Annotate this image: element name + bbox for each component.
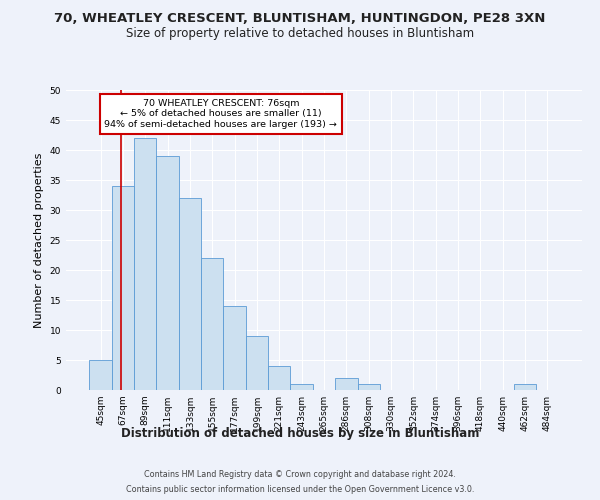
- Bar: [157, 156, 179, 390]
- Bar: [514, 384, 536, 390]
- Bar: [179, 198, 201, 390]
- Bar: [290, 384, 313, 390]
- Bar: [335, 378, 358, 390]
- Bar: [112, 186, 134, 390]
- Text: Distribution of detached houses by size in Bluntisham: Distribution of detached houses by size …: [121, 428, 479, 440]
- Bar: [134, 138, 157, 390]
- Text: 70, WHEATLEY CRESCENT, BLUNTISHAM, HUNTINGDON, PE28 3XN: 70, WHEATLEY CRESCENT, BLUNTISHAM, HUNTI…: [55, 12, 545, 26]
- Bar: [358, 384, 380, 390]
- Text: Contains public sector information licensed under the Open Government Licence v3: Contains public sector information licen…: [126, 485, 474, 494]
- Text: Contains HM Land Registry data © Crown copyright and database right 2024.: Contains HM Land Registry data © Crown c…: [144, 470, 456, 479]
- Bar: [201, 258, 223, 390]
- Bar: [223, 306, 246, 390]
- Text: Size of property relative to detached houses in Bluntisham: Size of property relative to detached ho…: [126, 28, 474, 40]
- Bar: [89, 360, 112, 390]
- Y-axis label: Number of detached properties: Number of detached properties: [34, 152, 44, 328]
- Text: 70 WHEATLEY CRESCENT: 76sqm
← 5% of detached houses are smaller (11)
94% of semi: 70 WHEATLEY CRESCENT: 76sqm ← 5% of deta…: [104, 99, 337, 129]
- Bar: [246, 336, 268, 390]
- Bar: [268, 366, 290, 390]
